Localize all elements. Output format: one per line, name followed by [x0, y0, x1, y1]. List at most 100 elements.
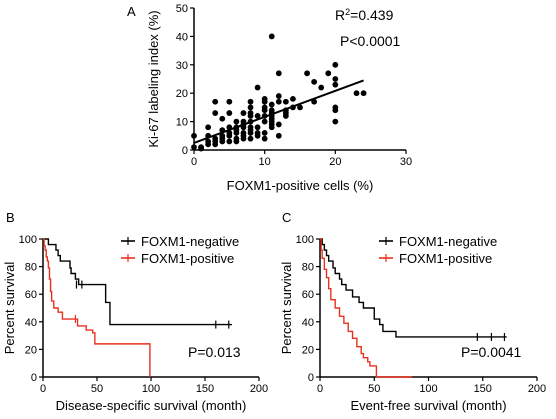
panel-a-x-tick-label: 0 [191, 156, 197, 168]
p-value-annotation-a: P<0.0001 [340, 33, 401, 49]
scatter-point [226, 110, 233, 116]
panel-b-x-tick-label: 200 [250, 383, 268, 395]
regression-line [193, 79, 364, 144]
panel-c-legend-label: FOXM1-positive [399, 251, 492, 266]
scatter-point [304, 70, 310, 77]
scatter-point [226, 98, 233, 105]
panel-b-y-tick-label: 100 [19, 234, 37, 246]
scatter-point [268, 33, 275, 40]
panel-a-y-tick-label: 10 [176, 117, 188, 129]
panel-b-y-axis-title: Percent survival [2, 262, 17, 355]
scatter-point [275, 121, 282, 128]
panel-c-legend-label: FOXM1-negative [399, 234, 497, 249]
panel-b-x-axis-title: Disease-specific survival (month) [56, 398, 247, 413]
scatter-point [254, 84, 261, 91]
panel-c-x-tick-label: 0 [317, 383, 323, 395]
scatter-point [261, 135, 268, 142]
scatter-point [360, 90, 367, 97]
scatter-point [332, 118, 339, 125]
scatter-point [205, 138, 212, 145]
panel-b-legend-label: FOXM1-negative [141, 234, 239, 249]
panel-c-x-tick-label: 50 [368, 383, 380, 395]
panel-b-km-curve-negative [43, 238, 232, 326]
panel-a-x-axis-title: FOXM1-positive cells (%) [227, 178, 374, 193]
scatter-point [332, 104, 339, 111]
scatter-point [332, 76, 339, 82]
scatter-point [254, 124, 261, 131]
scatter-point [212, 135, 219, 142]
panel-a-x-tick-label: 20 [329, 156, 341, 168]
panel-a-y-tick-label: 20 [176, 88, 188, 100]
scatter-point [261, 130, 268, 136]
scatter-point [290, 95, 296, 102]
scatter-point [240, 110, 247, 116]
panel-c-p-value: P=0.0041 [461, 344, 522, 360]
scatter-point [247, 135, 254, 142]
panel-a-y-tick-label: 30 [176, 60, 188, 72]
scatter-point [212, 141, 219, 148]
panel-a-x-tick-label: 10 [259, 156, 271, 168]
panel-c-y-axis-title: Percent survival [279, 262, 294, 355]
scatter-point [205, 124, 212, 131]
scatter-point [332, 61, 339, 68]
panel-b-y-tick-label: 60 [25, 289, 37, 301]
panel-a-x-tick-label: 30 [400, 156, 412, 168]
panel-b-legend-label: FOXM1-positive [141, 251, 234, 266]
scatter-point [233, 138, 240, 145]
scatter-point [275, 70, 282, 77]
panel-b-km-curve-positive [43, 238, 151, 377]
scatter-point [247, 104, 254, 111]
panel-a-y-tick-label: 50 [176, 3, 188, 15]
scatter-point [191, 144, 197, 151]
panel-a-y-axis-title: Ki-67 labeling index (%) [146, 10, 161, 147]
scatter-point [254, 113, 261, 119]
scatter-point [261, 104, 268, 111]
scatter-point [219, 115, 226, 122]
scatter-point [311, 78, 318, 85]
scatter-point [353, 90, 360, 97]
panel-c-y-tick-label: 80 [302, 262, 314, 274]
panel-c-x-axis-title: Event-free survival (month) [350, 398, 506, 413]
panel-b-x-tick-label: 100 [142, 383, 160, 395]
scatter-point [275, 132, 282, 139]
scatter-point [261, 118, 268, 125]
scatter-point [275, 98, 282, 105]
panel-b: B 0 50 100 150 200 0 20 40 60 80 100 Disease-specif… [2, 210, 268, 413]
scatter-point [191, 132, 197, 139]
panel-b-x-tick-label: 150 [196, 383, 214, 395]
scatter-point [297, 104, 303, 111]
scatter-point [247, 124, 254, 131]
panel-c-y-tick-label: 100 [296, 234, 314, 246]
panel-b-x-tick-label: 0 [40, 383, 46, 395]
scatter-point [311, 98, 318, 105]
panel-c-letter: C [282, 210, 291, 225]
scatter-point [212, 110, 219, 116]
scatter-point [261, 95, 268, 102]
panel-b-p-value: P=0.013 [188, 344, 241, 360]
panel-c-x-tick-label: 200 [528, 383, 546, 395]
panel-b-y-tick-label: 80 [25, 262, 37, 274]
panel-a: A R2=0.439 P<0.0001 0 10 20 30 0 10 20 30 40 50 FO… [127, 3, 412, 193]
panel-c-km-curve-negative [320, 238, 507, 338]
panel-c-km-curve-positive [320, 238, 413, 378]
panel-c-y-tick-label: 60 [302, 289, 314, 301]
scatter-point [198, 144, 204, 151]
scatter-point [233, 118, 240, 125]
panel-c: C 0 50 100 150 200 0 20 40 60 80 100 Event-free sur… [279, 210, 546, 413]
panel-c-y-tick-label: 20 [302, 344, 314, 356]
r-squared-annotation: R2=0.439 [335, 7, 394, 23]
scatter-point [247, 110, 254, 116]
panel-c-y-tick-label: 40 [302, 317, 314, 329]
scatter-point [219, 135, 226, 142]
panel-a-letter: A [127, 4, 136, 19]
scatter-point [254, 130, 261, 136]
scatter-point [332, 81, 339, 88]
panel-b-y-tick-label: 20 [25, 344, 37, 356]
panel-b-x-tick-label: 50 [91, 383, 103, 395]
panel-b-y-tick-label: 0 [31, 372, 37, 384]
scatter-point [247, 98, 254, 105]
panel-c-x-tick-label: 100 [419, 383, 437, 395]
panel-b-letter: B [6, 210, 15, 225]
scatter-point [212, 98, 219, 105]
